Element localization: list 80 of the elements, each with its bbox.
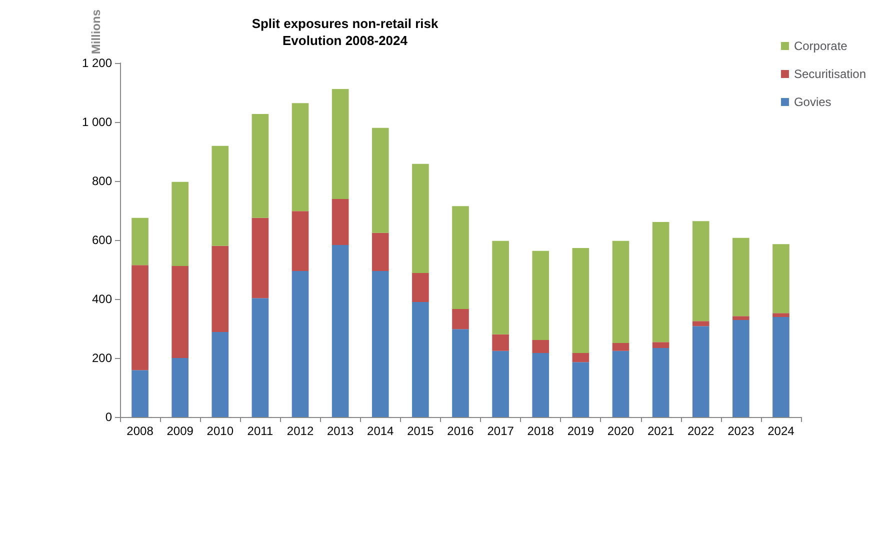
- bar: [772, 316, 790, 417]
- bar: [252, 114, 269, 218]
- bar: [692, 326, 710, 417]
- bar: [172, 358, 188, 417]
- bar: [532, 340, 550, 353]
- bar: [572, 362, 590, 417]
- x-tick-label: 2020: [607, 424, 634, 438]
- x-tick-label: 2017: [487, 424, 514, 438]
- chart-title: Split exposures non-retail risk Evolution 2008-2024: [252, 16, 439, 48]
- bar: [292, 211, 309, 271]
- bar: [452, 309, 469, 330]
- bar: [452, 329, 469, 417]
- bar: [332, 88, 349, 199]
- x-tick-label: 2023: [728, 424, 755, 438]
- y-tick-label: 800: [92, 174, 112, 188]
- bar: [652, 348, 670, 417]
- bar: [612, 350, 630, 417]
- bar: [372, 232, 389, 271]
- bar: [292, 103, 309, 212]
- x-tick-label: 2012: [286, 424, 314, 438]
- x-tick-label: 2018: [527, 424, 554, 438]
- bar: [772, 313, 790, 317]
- y-axis-title: Millions: [89, 9, 103, 54]
- bar: [532, 250, 550, 340]
- bar: [652, 342, 670, 348]
- y-tick-label: 1 200: [82, 56, 112, 70]
- y-tick-label: 400: [92, 292, 112, 306]
- bar: [172, 182, 188, 266]
- x-tick-label: 2024: [768, 424, 795, 438]
- y-tick-label: 600: [92, 233, 112, 247]
- bar: [452, 206, 469, 310]
- bar: [692, 221, 710, 322]
- x-tick-label: 2013: [326, 424, 354, 438]
- bar: [572, 352, 590, 362]
- y-tick-label: 1 000: [82, 115, 112, 129]
- bar: [292, 270, 309, 417]
- bar: [412, 302, 429, 417]
- x-tick-label: 2011: [247, 424, 274, 438]
- bar: [212, 146, 229, 246]
- x-tick-label: 2009: [166, 424, 194, 438]
- bar: [492, 334, 509, 351]
- y-tick-label: 200: [92, 351, 112, 365]
- bar: [732, 320, 750, 417]
- bar: [252, 218, 269, 298]
- x-tick-label: 2014: [367, 424, 394, 438]
- bar: [372, 270, 389, 417]
- bar: [732, 316, 750, 320]
- legend-label: Govies: [794, 95, 832, 109]
- bar: [252, 298, 269, 417]
- bar: [372, 128, 389, 233]
- x-tick-label: 2022: [688, 424, 715, 438]
- legend-label: Securitisation: [794, 67, 866, 81]
- bar: [532, 352, 550, 417]
- bar: [492, 350, 509, 417]
- bar: [612, 342, 630, 351]
- bar: [492, 240, 509, 334]
- y-tick-label: 0: [105, 410, 112, 424]
- bar: [172, 266, 188, 358]
- x-tick-label: 2021: [647, 424, 674, 438]
- bar: [772, 244, 790, 314]
- bar: [412, 273, 429, 302]
- bar: [332, 198, 349, 246]
- bar: [132, 265, 148, 370]
- bar: [132, 218, 148, 266]
- bar: [212, 246, 229, 332]
- x-tick-label: 2016: [447, 424, 474, 438]
- x-tick-label: 2015: [407, 424, 434, 438]
- bar: [732, 238, 750, 316]
- bar: [612, 240, 630, 343]
- bar: [572, 248, 590, 353]
- bar: [212, 332, 229, 417]
- x-tick-label: 2008: [126, 424, 154, 438]
- bar: [412, 164, 429, 274]
- bar: [652, 222, 670, 342]
- bar: [332, 245, 349, 417]
- x-tick-label: 2019: [567, 424, 594, 438]
- legend-label: Corporate: [794, 39, 848, 53]
- x-tick-label: 2010: [206, 424, 234, 438]
- bar: [692, 321, 710, 326]
- bar: [132, 370, 148, 417]
